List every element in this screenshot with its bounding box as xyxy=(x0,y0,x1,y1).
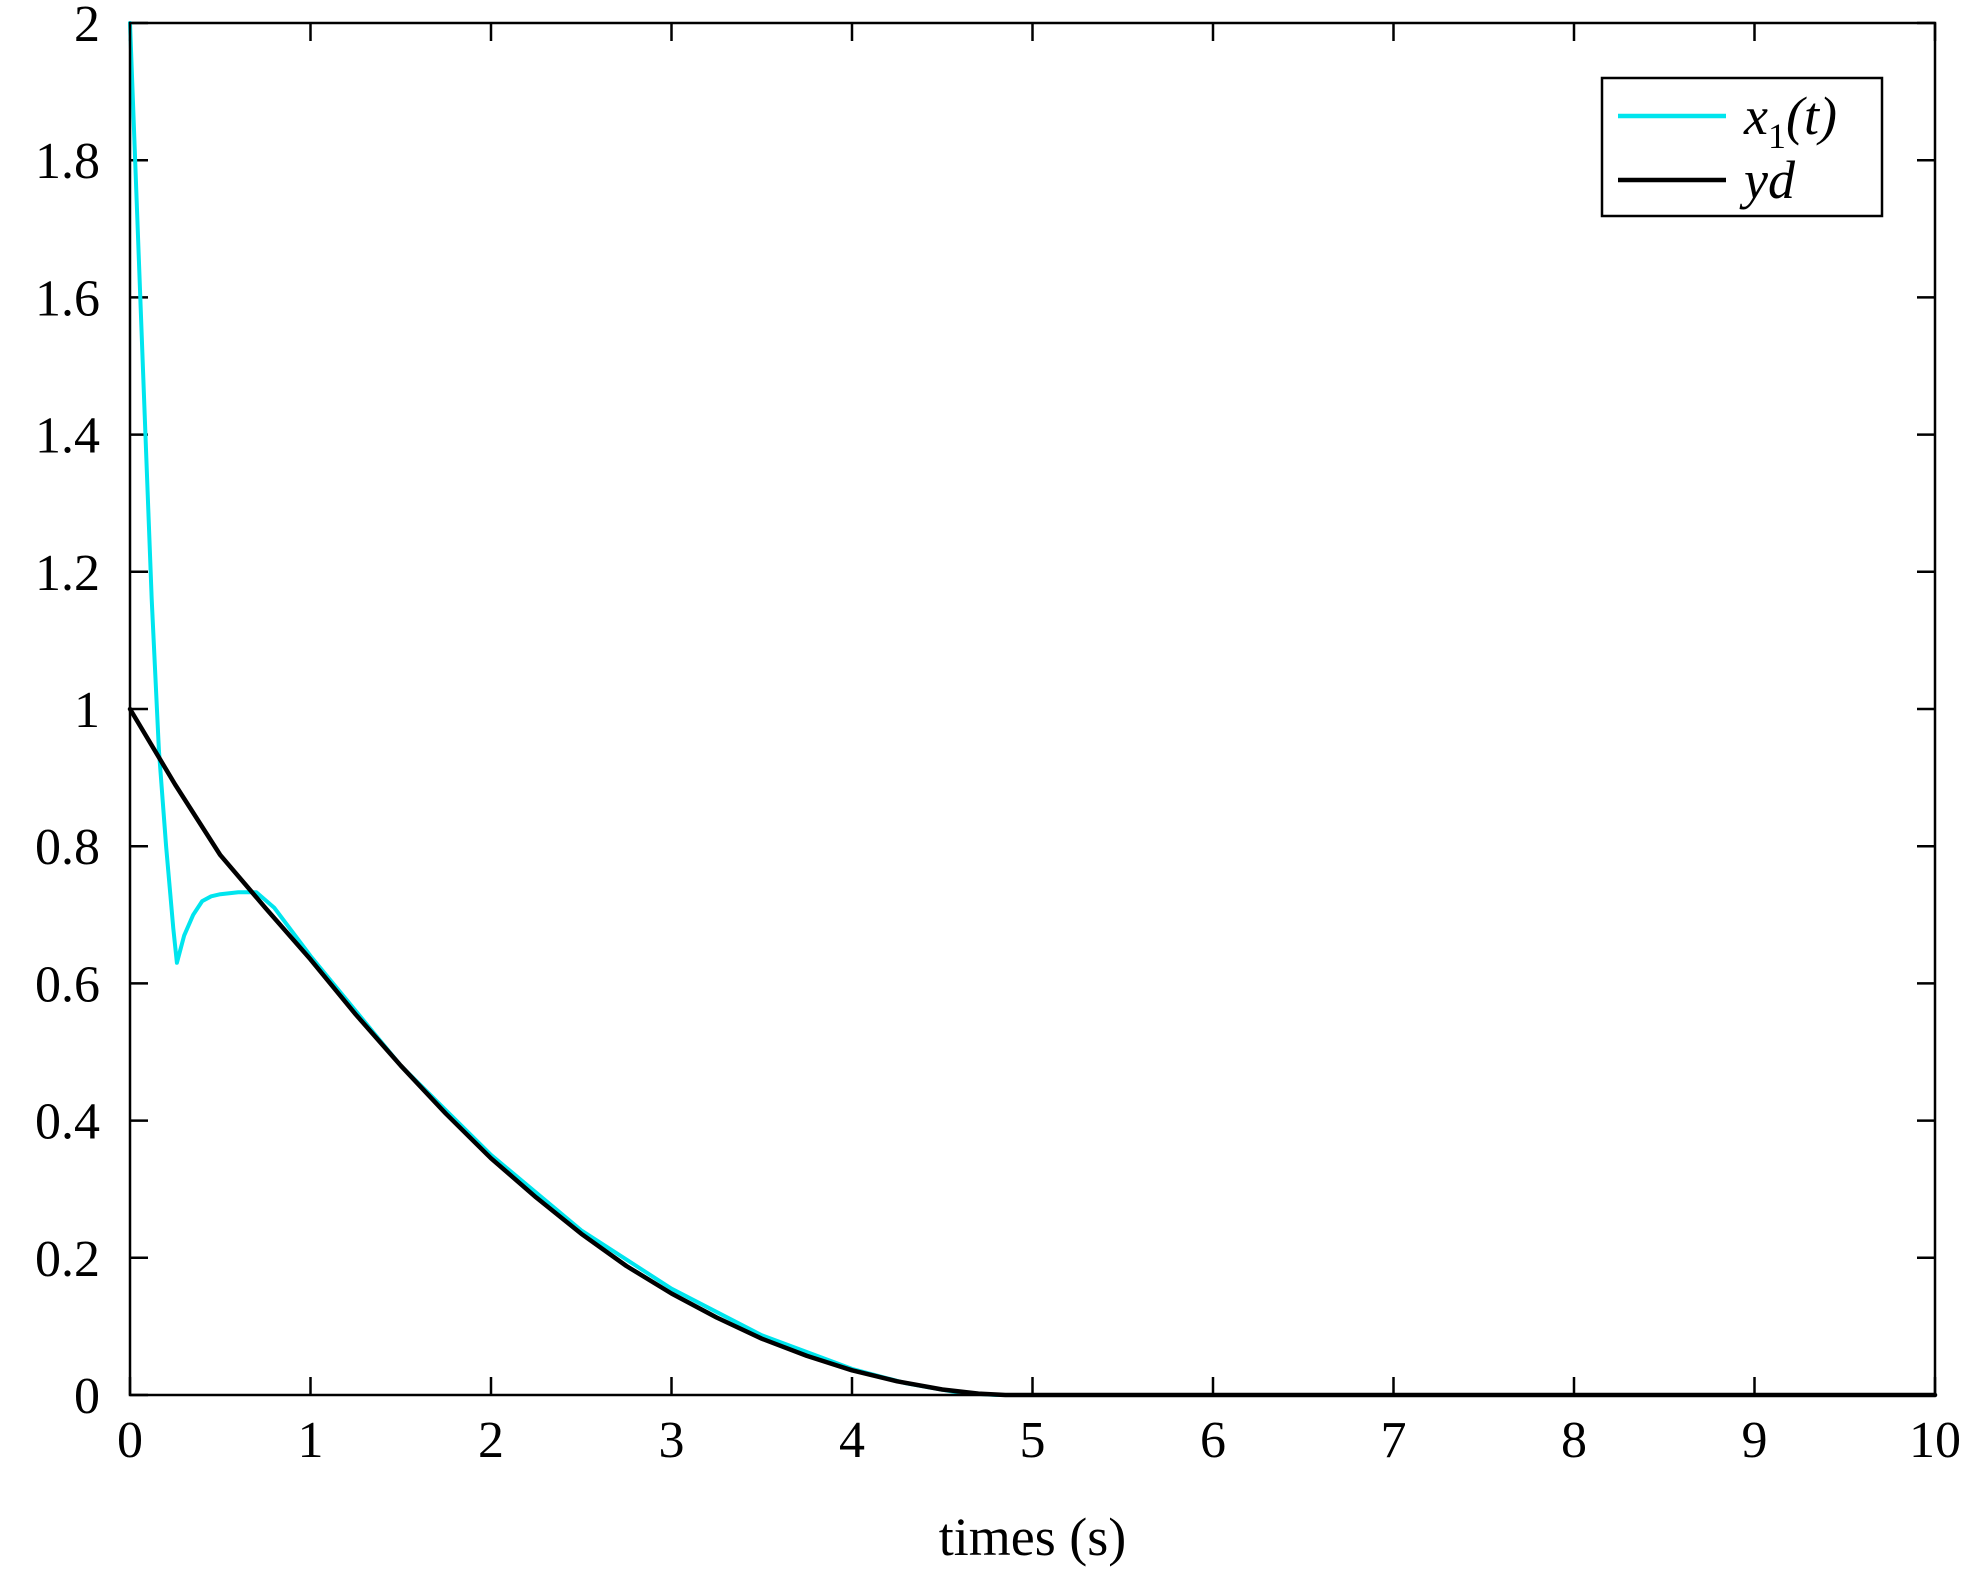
legend-label: yd xyxy=(1739,150,1796,210)
x-tick-label: 8 xyxy=(1561,1412,1587,1469)
y-tick-label: 0.8 xyxy=(35,819,100,876)
y-tick-label: 0 xyxy=(74,1368,100,1425)
plot-frame xyxy=(128,21,1937,1397)
y-tick-label: 0.6 xyxy=(35,956,100,1013)
x-tick-label: 0 xyxy=(117,1412,143,1469)
legend-label: x1(t) xyxy=(1743,86,1837,156)
x-tick-label: 4 xyxy=(839,1412,865,1469)
y-tick-label: 0.2 xyxy=(35,1231,100,1288)
x-tick-label: 5 xyxy=(1020,1412,1046,1469)
x-tick-label: 10 xyxy=(1909,1412,1961,1469)
y-tick-label: 1.6 xyxy=(35,270,100,327)
legend-label-main: x xyxy=(1743,86,1768,146)
x-tick-label: 9 xyxy=(1742,1412,1768,1469)
legend-box xyxy=(1600,76,1884,218)
legend: x1(t)yd xyxy=(1600,76,1884,218)
x-tick-label: 6 xyxy=(1200,1412,1226,1469)
x-tick-label: 2 xyxy=(478,1412,504,1469)
legend-label-tail: (t) xyxy=(1786,86,1837,146)
legend-label-main: yd xyxy=(1739,150,1796,210)
tick-labels-layer: 0 1 2 3 4 5 6 7 8 9 10 0 0.2 0.4 0.6 0.8 1 1.2 1.4 1.6 1.8 2 xyxy=(35,0,1961,1469)
x-tick-label: 3 xyxy=(659,1412,685,1469)
y-tick-label: 1.8 xyxy=(35,133,100,190)
y-tick-label: 1 xyxy=(74,682,100,739)
x-tick-label: 1 xyxy=(298,1412,324,1469)
y-tick-label: 2 xyxy=(74,0,100,53)
legend-label-subscript: 1 xyxy=(1768,116,1786,156)
x-tick-label: 7 xyxy=(1381,1412,1407,1469)
y-tick-label: 1.2 xyxy=(35,545,100,602)
x-axis-title: times (s) xyxy=(939,1507,1126,1567)
y-tick-label: 1.4 xyxy=(35,408,100,465)
y-tick-label: 0.4 xyxy=(35,1094,100,1151)
